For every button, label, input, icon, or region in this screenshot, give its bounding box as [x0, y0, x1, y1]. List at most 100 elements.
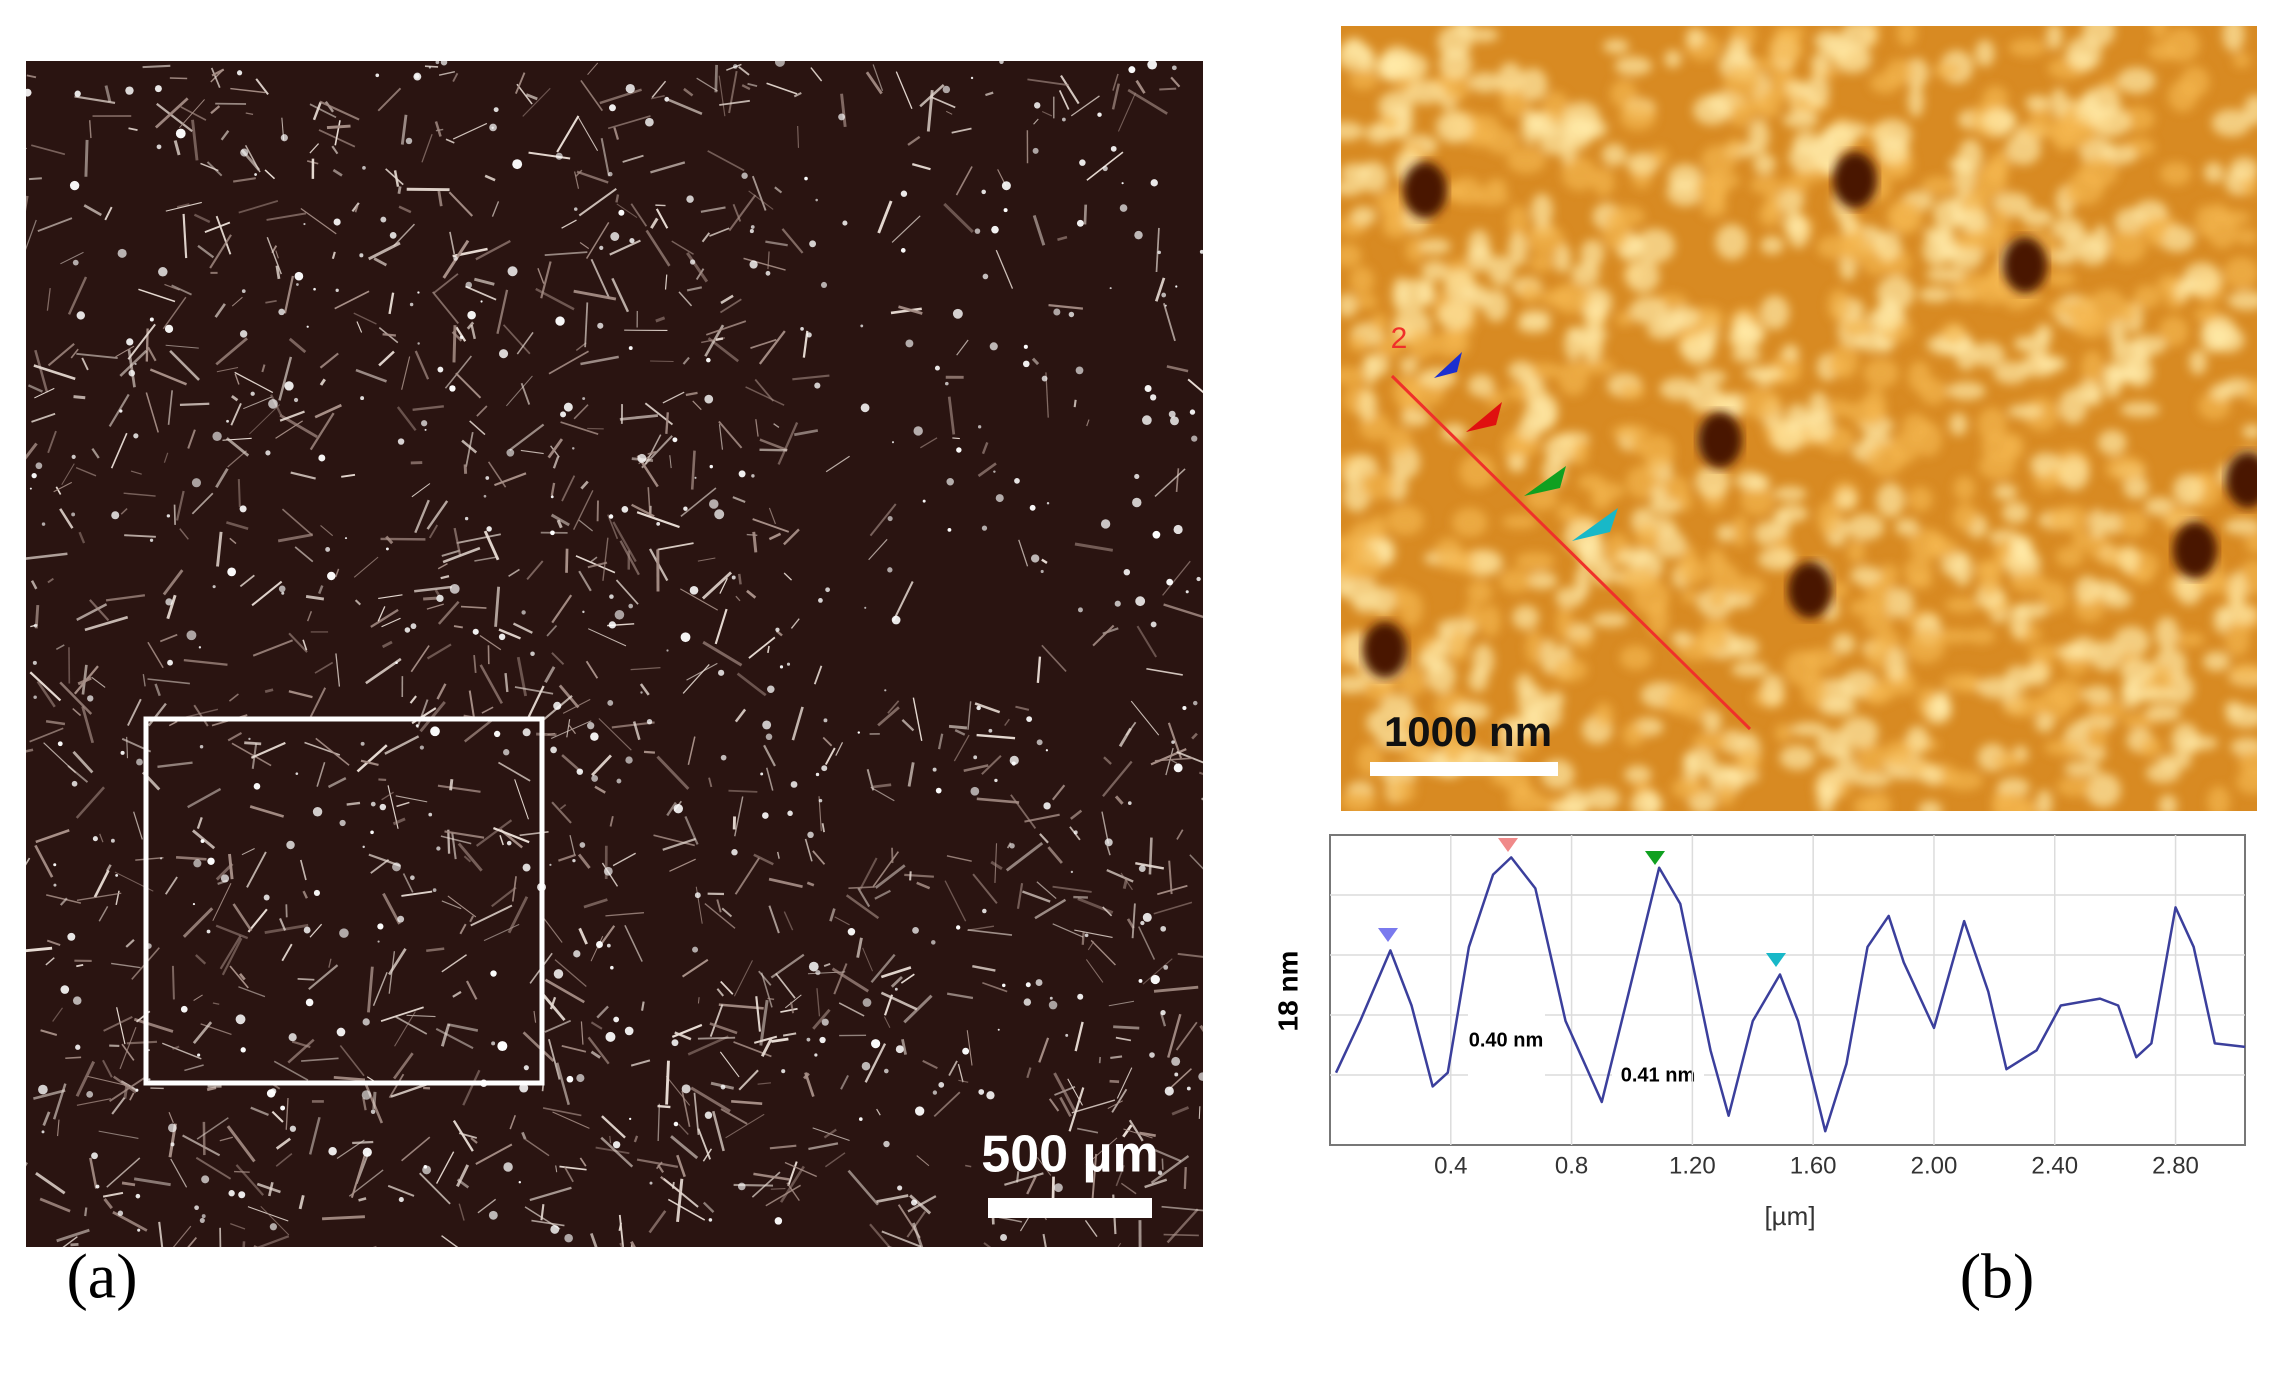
grain: [2173, 473, 2204, 506]
grain: [1520, 281, 1540, 304]
fiber: [542, 993, 566, 1022]
grain: [1760, 295, 1790, 330]
particle: [1186, 1086, 1191, 1091]
fiber: [876, 1108, 881, 1116]
grain: [1634, 521, 1661, 551]
particle: [550, 746, 557, 754]
grain: [2008, 38, 2047, 57]
grain: [1933, 198, 1962, 230]
grain: [1615, 311, 1634, 327]
fiber: [734, 708, 747, 723]
grain: [1552, 282, 1591, 315]
fiber: [760, 972, 773, 1008]
fiber: [302, 639, 308, 651]
fiber: [909, 871, 912, 881]
fiber: [127, 698, 142, 726]
particle: [419, 745, 424, 750]
fiber: [948, 724, 968, 730]
grain: [1784, 80, 1809, 96]
fiber: [526, 560, 544, 581]
particle: [194, 1205, 199, 1211]
fiber: [720, 980, 734, 995]
grain: [1935, 628, 1974, 644]
pit: [1403, 162, 1447, 218]
fiber: [547, 438, 564, 459]
fiber: [947, 396, 956, 435]
fiber: [78, 531, 86, 544]
fiber: [393, 223, 416, 247]
particle: [1168, 410, 1176, 418]
fiber: [780, 1007, 798, 1013]
fiber: [590, 1021, 603, 1030]
particle: [428, 66, 431, 69]
particle: [165, 598, 173, 606]
fiber: [72, 707, 82, 717]
fiber: [583, 898, 608, 909]
particle: [212, 431, 222, 441]
particle: [253, 783, 261, 790]
fiber: [681, 958, 709, 978]
fiber: [804, 838, 813, 862]
particle: [1150, 179, 1158, 187]
particle: [590, 732, 599, 741]
fiber: [133, 811, 143, 840]
fiber: [1151, 1148, 1182, 1163]
particle: [608, 621, 616, 629]
particle: [982, 273, 989, 280]
fiber: [876, 1194, 909, 1203]
grain: [2064, 119, 2096, 149]
grain: [1362, 354, 1379, 386]
fiber: [215, 215, 232, 255]
fiber: [191, 492, 214, 515]
particle: [521, 610, 526, 615]
particle: [900, 190, 908, 197]
fiber: [142, 64, 171, 69]
grain: [2226, 705, 2257, 728]
fiber: [31, 144, 66, 156]
fiber: [650, 94, 665, 100]
fiber: [521, 1131, 527, 1140]
particle: [1150, 974, 1160, 985]
grain: [2036, 688, 2072, 721]
particle: [168, 1123, 177, 1133]
particle: [1049, 996, 1053, 1000]
fiber: [650, 217, 659, 229]
grain: [1341, 675, 1367, 694]
particle: [1174, 1072, 1179, 1077]
particle: [485, 476, 490, 480]
grain: [1863, 611, 1893, 634]
fiber: [230, 403, 242, 426]
fiber: [665, 1060, 670, 1105]
particle: [417, 342, 420, 345]
fiber: [466, 321, 475, 330]
particle: [579, 842, 586, 848]
particle: [361, 1090, 372, 1100]
fiber: [192, 1021, 213, 1044]
particle: [1150, 621, 1157, 628]
fiber: [244, 741, 262, 746]
particle: [625, 83, 635, 94]
particle: [818, 798, 823, 803]
fiber: [1090, 939, 1116, 966]
fiber: [499, 834, 504, 846]
grain: [2036, 789, 2053, 811]
particle: [370, 830, 374, 835]
fiber: [731, 1099, 763, 1106]
fiber: [909, 1194, 932, 1215]
fiber: [76, 352, 118, 359]
grain: [2232, 52, 2251, 69]
particle: [437, 366, 444, 373]
fiber: [84, 1207, 88, 1217]
fiber: [550, 513, 570, 527]
grain: [1991, 752, 2024, 769]
fiber: [256, 1182, 281, 1194]
particle: [673, 1121, 679, 1127]
fiber: [206, 1086, 217, 1092]
grain: [1670, 631, 1693, 647]
fiber: [912, 1222, 924, 1247]
particle: [86, 1090, 94, 1098]
fiber: [877, 200, 893, 234]
grain: [1692, 732, 1731, 750]
grain: [2014, 540, 2035, 569]
fiber: [669, 455, 672, 469]
